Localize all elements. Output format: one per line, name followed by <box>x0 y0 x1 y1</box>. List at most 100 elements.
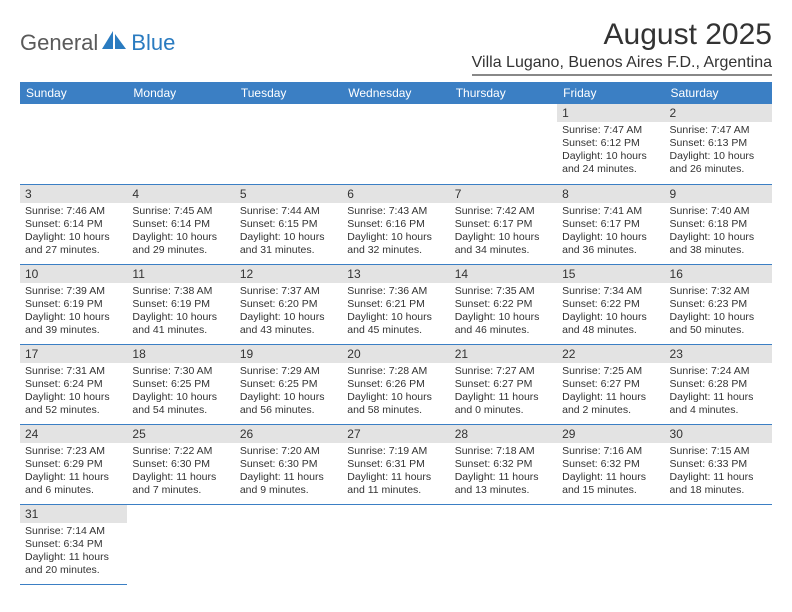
day-number: 15 <box>557 265 664 283</box>
calendar-day: 4Sunrise: 7:45 AMSunset: 6:14 PMDaylight… <box>127 184 234 264</box>
day-number: 16 <box>665 265 772 283</box>
day-data: Sunrise: 7:42 AMSunset: 6:17 PMDaylight:… <box>450 203 557 262</box>
day-data: Sunrise: 7:43 AMSunset: 6:16 PMDaylight:… <box>342 203 449 262</box>
day-data: Sunrise: 7:15 AMSunset: 6:33 PMDaylight:… <box>665 443 772 502</box>
day-number: 6 <box>342 185 449 203</box>
day-number: 14 <box>450 265 557 283</box>
calendar-empty-cell <box>235 104 342 184</box>
calendar-day: 20Sunrise: 7:28 AMSunset: 6:26 PMDayligh… <box>342 344 449 424</box>
calendar-day: 27Sunrise: 7:19 AMSunset: 6:31 PMDayligh… <box>342 424 449 504</box>
day-number: 30 <box>665 425 772 443</box>
day-number: 5 <box>235 185 342 203</box>
day-data: Sunrise: 7:23 AMSunset: 6:29 PMDaylight:… <box>20 443 127 502</box>
day-data: Sunrise: 7:41 AMSunset: 6:17 PMDaylight:… <box>557 203 664 262</box>
calendar-empty-cell <box>127 104 234 184</box>
calendar-page: General Blue August 2025 Villa Lugano, B… <box>0 0 792 595</box>
day-data: Sunrise: 7:39 AMSunset: 6:19 PMDaylight:… <box>20 283 127 342</box>
day-data: Sunrise: 7:25 AMSunset: 6:27 PMDaylight:… <box>557 363 664 422</box>
logo-text-general: General <box>20 30 98 56</box>
day-data: Sunrise: 7:31 AMSunset: 6:24 PMDaylight:… <box>20 363 127 422</box>
calendar-day: 31Sunrise: 7:14 AMSunset: 6:34 PMDayligh… <box>20 504 127 584</box>
day-data: Sunrise: 7:29 AMSunset: 6:25 PMDaylight:… <box>235 363 342 422</box>
day-data: Sunrise: 7:44 AMSunset: 6:15 PMDaylight:… <box>235 203 342 262</box>
calendar-empty-cell <box>557 504 664 584</box>
calendar-row: 24Sunrise: 7:23 AMSunset: 6:29 PMDayligh… <box>20 424 772 504</box>
day-number: 25 <box>127 425 234 443</box>
calendar-day: 5Sunrise: 7:44 AMSunset: 6:15 PMDaylight… <box>235 184 342 264</box>
logo: General Blue <box>20 18 175 56</box>
calendar-day: 9Sunrise: 7:40 AMSunset: 6:18 PMDaylight… <box>665 184 772 264</box>
calendar-day: 10Sunrise: 7:39 AMSunset: 6:19 PMDayligh… <box>20 264 127 344</box>
day-data: Sunrise: 7:16 AMSunset: 6:32 PMDaylight:… <box>557 443 664 502</box>
calendar-day: 7Sunrise: 7:42 AMSunset: 6:17 PMDaylight… <box>450 184 557 264</box>
day-number: 29 <box>557 425 664 443</box>
calendar-day: 29Sunrise: 7:16 AMSunset: 6:32 PMDayligh… <box>557 424 664 504</box>
calendar-body: 1Sunrise: 7:47 AMSunset: 6:12 PMDaylight… <box>20 104 772 584</box>
day-data: Sunrise: 7:38 AMSunset: 6:19 PMDaylight:… <box>127 283 234 342</box>
calendar-row: 10Sunrise: 7:39 AMSunset: 6:19 PMDayligh… <box>20 264 772 344</box>
day-number: 22 <box>557 345 664 363</box>
day-number: 11 <box>127 265 234 283</box>
logo-text-blue: Blue <box>131 30 175 56</box>
calendar-empty-cell <box>127 504 234 584</box>
calendar-row: 1Sunrise: 7:47 AMSunset: 6:12 PMDaylight… <box>20 104 772 184</box>
day-number: 7 <box>450 185 557 203</box>
calendar-empty-cell <box>665 504 772 584</box>
calendar-empty-cell <box>342 504 449 584</box>
calendar-day: 6Sunrise: 7:43 AMSunset: 6:16 PMDaylight… <box>342 184 449 264</box>
weekday-header: Thursday <box>450 82 557 104</box>
day-number: 18 <box>127 345 234 363</box>
calendar-row: 3Sunrise: 7:46 AMSunset: 6:14 PMDaylight… <box>20 184 772 264</box>
calendar-empty-cell <box>20 104 127 184</box>
day-number: 9 <box>665 185 772 203</box>
day-data: Sunrise: 7:22 AMSunset: 6:30 PMDaylight:… <box>127 443 234 502</box>
calendar-day: 23Sunrise: 7:24 AMSunset: 6:28 PMDayligh… <box>665 344 772 424</box>
day-data: Sunrise: 7:24 AMSunset: 6:28 PMDaylight:… <box>665 363 772 422</box>
weekday-header: Friday <box>557 82 664 104</box>
day-data: Sunrise: 7:14 AMSunset: 6:34 PMDaylight:… <box>20 523 127 582</box>
day-data: Sunrise: 7:47 AMSunset: 6:13 PMDaylight:… <box>665 122 772 181</box>
calendar-day: 30Sunrise: 7:15 AMSunset: 6:33 PMDayligh… <box>665 424 772 504</box>
day-data: Sunrise: 7:28 AMSunset: 6:26 PMDaylight:… <box>342 363 449 422</box>
day-number: 24 <box>20 425 127 443</box>
day-data: Sunrise: 7:20 AMSunset: 6:30 PMDaylight:… <box>235 443 342 502</box>
day-data: Sunrise: 7:46 AMSunset: 6:14 PMDaylight:… <box>20 203 127 262</box>
calendar-day: 24Sunrise: 7:23 AMSunset: 6:29 PMDayligh… <box>20 424 127 504</box>
calendar-day: 28Sunrise: 7:18 AMSunset: 6:32 PMDayligh… <box>450 424 557 504</box>
day-data: Sunrise: 7:34 AMSunset: 6:22 PMDaylight:… <box>557 283 664 342</box>
title-block: August 2025 Villa Lugano, Buenos Aires F… <box>472 18 772 76</box>
weekday-header: Monday <box>127 82 234 104</box>
day-number: 27 <box>342 425 449 443</box>
day-number: 4 <box>127 185 234 203</box>
calendar-empty-cell <box>235 504 342 584</box>
location: Villa Lugano, Buenos Aires F.D., Argenti… <box>472 54 772 76</box>
calendar-day: 26Sunrise: 7:20 AMSunset: 6:30 PMDayligh… <box>235 424 342 504</box>
day-data: Sunrise: 7:27 AMSunset: 6:27 PMDaylight:… <box>450 363 557 422</box>
calendar-day: 21Sunrise: 7:27 AMSunset: 6:27 PMDayligh… <box>450 344 557 424</box>
day-number: 26 <box>235 425 342 443</box>
day-number: 20 <box>342 345 449 363</box>
day-number: 1 <box>557 104 664 122</box>
calendar-empty-cell <box>450 104 557 184</box>
calendar-row: 17Sunrise: 7:31 AMSunset: 6:24 PMDayligh… <box>20 344 772 424</box>
day-number: 31 <box>20 505 127 523</box>
sail-icon <box>102 31 128 56</box>
day-data: Sunrise: 7:18 AMSunset: 6:32 PMDaylight:… <box>450 443 557 502</box>
day-data: Sunrise: 7:37 AMSunset: 6:20 PMDaylight:… <box>235 283 342 342</box>
calendar-table: SundayMondayTuesdayWednesdayThursdayFrid… <box>20 82 772 585</box>
calendar-day: 18Sunrise: 7:30 AMSunset: 6:25 PMDayligh… <box>127 344 234 424</box>
calendar-day: 25Sunrise: 7:22 AMSunset: 6:30 PMDayligh… <box>127 424 234 504</box>
calendar-day: 8Sunrise: 7:41 AMSunset: 6:17 PMDaylight… <box>557 184 664 264</box>
day-data: Sunrise: 7:32 AMSunset: 6:23 PMDaylight:… <box>665 283 772 342</box>
calendar-day: 14Sunrise: 7:35 AMSunset: 6:22 PMDayligh… <box>450 264 557 344</box>
day-data: Sunrise: 7:47 AMSunset: 6:12 PMDaylight:… <box>557 122 664 181</box>
calendar-empty-cell <box>450 504 557 584</box>
calendar-day: 22Sunrise: 7:25 AMSunset: 6:27 PMDayligh… <box>557 344 664 424</box>
weekday-header: Sunday <box>20 82 127 104</box>
day-number: 3 <box>20 185 127 203</box>
day-number: 8 <box>557 185 664 203</box>
day-data: Sunrise: 7:36 AMSunset: 6:21 PMDaylight:… <box>342 283 449 342</box>
calendar-day: 2Sunrise: 7:47 AMSunset: 6:13 PMDaylight… <box>665 104 772 184</box>
day-number: 17 <box>20 345 127 363</box>
calendar-day: 16Sunrise: 7:32 AMSunset: 6:23 PMDayligh… <box>665 264 772 344</box>
